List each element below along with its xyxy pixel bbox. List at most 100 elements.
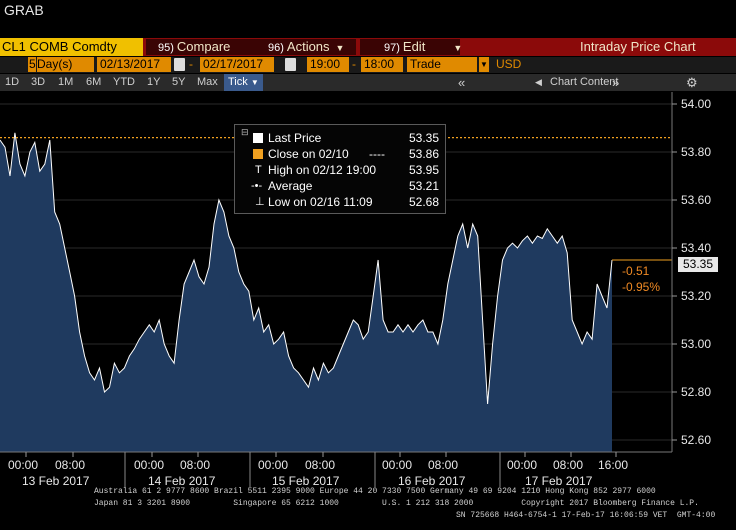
collapse-left-icon[interactable]: « [458, 75, 466, 90]
price-change: -0.51 [622, 264, 650, 278]
x-day-label: 16 Feb 2017 [398, 474, 466, 488]
y-tick-label: 53.20 [681, 289, 711, 303]
compare-button[interactable]: 95) Compare [158, 38, 230, 56]
ticker-field[interactable]: CL1 COMB Comdty [0, 38, 143, 56]
market-dropdown[interactable]: Trade [407, 57, 477, 72]
interval-3d[interactable]: 3D [31, 76, 46, 88]
actions-button[interactable]: 96) Actions ▼ [268, 38, 344, 56]
interval-1y[interactable]: 1Y [147, 76, 161, 88]
legend-average-value: 53.21 [408, 179, 439, 193]
x-time-label: 00:00 [382, 458, 412, 472]
x-day-label: 15 Feb 2017 [272, 474, 340, 488]
price-area [0, 132, 612, 453]
calendar-icon[interactable] [285, 58, 296, 71]
dashed-line-icon: ---- [369, 147, 385, 161]
average-marker-icon: -•- [251, 180, 263, 192]
footer-contact-line: Australia 61 2 9777 8600 Brazil 5511 239… [94, 487, 656, 496]
chevron-down-icon: ▼ [250, 78, 259, 87]
compare-button-bg [146, 39, 258, 55]
period-unit-dropdown[interactable]: Day(s) [37, 57, 94, 72]
currency-label: USD [496, 57, 522, 71]
actions-button-bg [258, 39, 356, 55]
y-tick-label: 52.80 [681, 385, 711, 399]
price-chart[interactable]: 54.00 53.80 53.60 53.40 53.20 53.00 52.80 52.60… [0, 92, 736, 492]
legend-close-value: 53.86 [408, 147, 439, 161]
x-time-label: 00:00 [258, 458, 288, 472]
price-line [0, 132, 613, 405]
y-tick-label: 53.60 [681, 193, 711, 207]
time-separator: - [352, 57, 356, 71]
compare-shortcut: 95) [158, 42, 174, 54]
x-time-label: 00:00 [134, 458, 164, 472]
legend-last-label: Last Price [268, 131, 322, 145]
y-axis-ticks: 54.00 53.80 53.60 53.40 53.20 53.00 52.80 52.60 [672, 97, 711, 447]
panel-title: Intraday Price Chart [580, 39, 696, 54]
legend-close-label: Close on 02/10 [268, 147, 349, 161]
actions-label: Actions [286, 39, 330, 54]
last-price-tag: 53.35 [678, 257, 718, 272]
chevron-down-icon[interactable]: ▼ [479, 57, 489, 72]
collapse-right-icon[interactable]: » [612, 75, 620, 90]
x-day-label: 17 Feb 2017 [525, 474, 593, 488]
edit-label: Edit [402, 39, 426, 54]
legend-low-label: Low on 02/16 11:09 [268, 195, 373, 209]
start-date-field[interactable]: 02/13/2017 [97, 57, 171, 72]
interval-1d[interactable]: 1D [5, 76, 20, 88]
y-tick-label: 53.40 [681, 241, 711, 255]
chevron-down-icon: ▼ [453, 43, 463, 53]
edit-shortcut: 97) [384, 42, 400, 54]
chart-content-button[interactable]: Chart Content [550, 76, 619, 88]
date-separator: - [189, 57, 193, 71]
end-time-field[interactable]: 18:00 [361, 57, 403, 72]
interval-6m[interactable]: 6M [86, 76, 102, 88]
legend-average-label: Average [268, 179, 313, 193]
price-change-pct: -0.95% [622, 280, 661, 294]
x-time-label: 08:00 [55, 458, 85, 472]
x-day-label: 14 Feb 2017 [148, 474, 216, 488]
low-marker-icon: ⊥ [255, 196, 265, 208]
interval-toolbar [0, 74, 736, 91]
x-time-label: 00:00 [8, 458, 38, 472]
y-axis-panel [672, 92, 736, 452]
window-title: GRAB [4, 2, 44, 18]
edit-button[interactable]: 97) Edit ▼ [384, 38, 462, 56]
chevron-down-icon: ▼ [335, 43, 345, 53]
triangle-left-icon[interactable]: ◀ [535, 77, 542, 87]
x-time-label: 08:00 [180, 458, 210, 472]
y-tick-label: 54.00 [681, 97, 711, 111]
x-time-label: 16:00 [598, 458, 628, 472]
x-day-label: 13 Feb 2017 [22, 474, 90, 488]
tick-label: Tick [228, 76, 248, 88]
tick-dropdown[interactable]: Tick ▼ [224, 74, 263, 91]
close-swatch [253, 149, 263, 159]
x-time-label: 08:00 [428, 458, 458, 472]
compare-label: Compare [176, 39, 231, 54]
start-time-field[interactable]: 19:00 [307, 57, 349, 72]
x-time-label: 08:00 [305, 458, 335, 472]
x-time-label: 08:00 [553, 458, 583, 472]
gear-icon[interactable]: ⚙ [686, 75, 698, 90]
legend-high-value: 53.95 [408, 163, 439, 177]
interval-1m[interactable]: 1M [58, 76, 74, 88]
last-price-swatch [253, 133, 263, 143]
legend-high-label: High on 02/12 19:00 [268, 163, 377, 177]
legend-last-value: 53.35 [408, 131, 439, 145]
interval-max[interactable]: Max [197, 76, 218, 88]
interval-5y[interactable]: 5Y [172, 76, 186, 88]
footer-copyright-line: Japan 81 3 3201 8900 Singapore 65 6212 1… [94, 499, 699, 508]
y-tick-label: 53.80 [681, 145, 711, 159]
legend-panel[interactable]: ⊟ Last Price 53.35 Close on 02/10 ---- 5… [234, 124, 446, 214]
y-tick-label: 53.00 [681, 337, 711, 351]
high-marker-icon: T [255, 164, 262, 176]
period-value-field[interactable]: 5 [28, 57, 36, 72]
x-axis-labels: 00:00 08:00 00:00 08:00 00:00 08:00 00:00 08:00… [8, 452, 628, 488]
interval-ytd[interactable]: YTD [113, 76, 135, 88]
end-date-field[interactable]: 02/17/2017 [200, 57, 274, 72]
footer-session-line: SN 725668 H464-6754-1 17-Feb-17 16:06:59… [456, 511, 716, 520]
legend-low-value: 52.68 [408, 195, 439, 209]
y-tick-label: 52.60 [681, 433, 711, 447]
actions-shortcut: 96) [268, 42, 284, 54]
x-time-label: 00:00 [507, 458, 537, 472]
calendar-icon[interactable] [174, 58, 185, 71]
collapse-legend-icon[interactable]: ⊟ [241, 127, 249, 137]
